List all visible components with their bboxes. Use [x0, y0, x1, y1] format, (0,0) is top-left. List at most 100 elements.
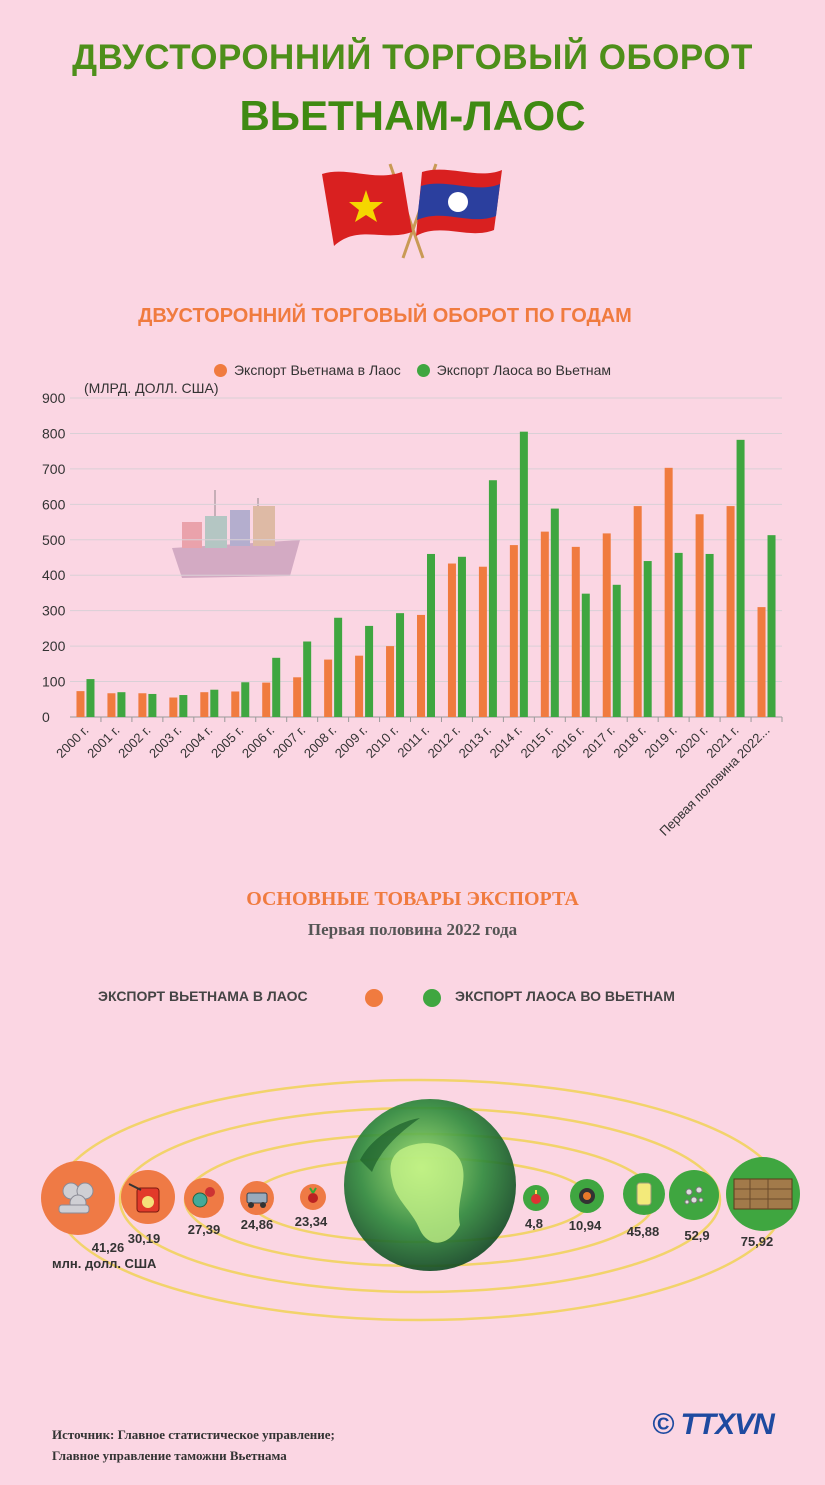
x-tick-label: 2016 г. — [548, 723, 586, 761]
bar-vietnam-export — [726, 506, 735, 717]
source-line-2: Главное управление таможни Вьетнама — [52, 1448, 287, 1463]
x-tick-label: 2015 г. — [518, 723, 556, 761]
value-vietnam-3: 27,39 — [187, 1222, 221, 1237]
bar-vietnam-export — [169, 697, 178, 717]
vehicle-icon — [246, 1192, 268, 1208]
bar-laos-export — [148, 693, 157, 717]
value-laos-5: 75,92 — [740, 1234, 774, 1249]
bar-laos-export — [272, 657, 281, 717]
legend-dot-orange-icon — [213, 364, 227, 377]
x-tick-label: 2006 г. — [239, 723, 277, 761]
bar-laos-export — [210, 689, 219, 717]
legend-item-vietnam: Экспорт Вьетнама в Лаос — [213, 362, 401, 378]
exports-subtitle: Первая половина 2022 года — [307, 920, 518, 939]
bar-vietnam-export — [262, 682, 271, 717]
bubble-machinery — [184, 1178, 224, 1218]
x-tick-label: 2012 г. — [425, 723, 463, 761]
y-tick-label: 900 — [42, 390, 66, 406]
bar-laos-export — [457, 556, 466, 717]
bubble-vegetable — [300, 1184, 326, 1210]
bar-laos-export — [643, 561, 652, 717]
value-laos-2: 10,94 — [568, 1218, 602, 1233]
bar-laos-export — [396, 613, 405, 717]
bar-chart: 0 100 200 300 400 500 600 700 800 900 2000 г.2001 … — [42, 390, 783, 839]
value-vietnam-4: 24,86 — [240, 1217, 274, 1232]
x-tick-label: 2003 г. — [146, 723, 184, 761]
ttxvn-logo: © TTXVN — [652, 1408, 775, 1441]
x-tick-label: 2004 г. — [177, 723, 215, 761]
bar-vietnam-export — [324, 659, 333, 717]
y-tick-label: 300 — [42, 603, 66, 619]
bubble-fuel — [121, 1170, 175, 1224]
fertilizer-bag-icon — [636, 1182, 652, 1206]
fuel-can-icon — [128, 1183, 160, 1213]
bubble-rubber — [570, 1179, 604, 1213]
bar-laos-export — [612, 584, 621, 717]
bar-vietnam-export — [757, 607, 766, 717]
source-note: Источник: Главное статистическое управле… — [52, 1424, 335, 1466]
y-tick-label: 500 — [42, 532, 66, 548]
unit-label: млн. долл. США — [52, 1256, 157, 1271]
bar-vietnam-export — [664, 467, 673, 717]
bar-laos-export — [736, 439, 745, 717]
x-tick-label: 2011 г. — [394, 723, 432, 761]
timber-icon — [733, 1178, 793, 1210]
x-tick-label: 2010 г. — [363, 723, 401, 761]
exports-title: ОСНОВНЫЕ ТОВАРЫ ЭКСПОРТА — [246, 888, 579, 910]
bar-vietnam-export — [293, 677, 302, 717]
bar-laos-export — [550, 508, 559, 717]
bar-laos-export — [179, 695, 188, 717]
x-tick-label: 2020 г. — [672, 723, 710, 761]
bar-laos-export — [519, 431, 528, 717]
globe-icon — [344, 1099, 516, 1271]
machinery-icon — [192, 1187, 215, 1208]
value-vietnam-1: 41,26 — [91, 1240, 125, 1255]
x-tick-label: 2002 г. — [115, 723, 153, 761]
bar-laos-export — [241, 682, 250, 717]
main-title: ДВУСТОРОННИЙ ТОРГОВЫЙ ОБОРОТ — [72, 38, 753, 77]
bubble-fruit — [523, 1185, 549, 1211]
y-axis-unit: (МЛРД. ДОЛЛ. США) — [84, 380, 219, 396]
x-tick-label: 2008 г. — [301, 723, 339, 761]
cargo-ship-icon — [172, 490, 300, 578]
bar-vietnam-export — [355, 655, 364, 717]
bar-vietnam-export — [417, 614, 425, 717]
bar-vietnam-export — [76, 691, 85, 717]
steel-pipes-icon — [58, 1182, 94, 1214]
bar-vietnam-export — [695, 514, 704, 717]
bubble-timber — [726, 1157, 800, 1231]
legend-laos-label: ЭКСПОРТ ЛАОСА ВО ВЬЕТНАМ — [455, 988, 675, 1004]
bubble-steel — [41, 1161, 115, 1235]
legend-item-laos: Экспорт Лаоса во Вьетнам — [416, 362, 611, 378]
x-tick-label: 2013 г. — [456, 723, 494, 761]
laos-flag-icon — [416, 169, 502, 236]
y-tick-label: 400 — [42, 567, 66, 583]
value-vietnam-2: 30,19 — [127, 1231, 161, 1246]
bar-laos-export — [334, 617, 343, 717]
y-tick-label: 100 — [42, 674, 66, 690]
bar-laos-export — [365, 625, 374, 717]
y-tick-label: 200 — [42, 638, 66, 654]
bar-laos-export — [303, 641, 312, 717]
source-line-1: Источник: Главное статистическое управле… — [52, 1427, 335, 1442]
bar-laos-export — [86, 679, 95, 717]
x-tick-label: 2019 г. — [641, 723, 679, 761]
legend-dot-orange-icon — [365, 989, 383, 1007]
y-tick-label: 0 — [42, 709, 50, 725]
chart-legend: Экспорт Вьетнама в Лаос Экспорт Лаоса во… — [0, 362, 825, 378]
value-laos-1: 4,8 — [524, 1216, 544, 1231]
value-vietnam-5: 23,34 — [294, 1214, 328, 1229]
bar-vietnam-export — [107, 693, 116, 717]
vietnam-flag-icon — [322, 171, 412, 246]
main-subtitle: ВЬЕТНАМ-ЛАОС — [239, 92, 586, 139]
flags-illustration — [322, 163, 502, 259]
legend-vietnam-label: ЭКСПОРТ ВЬЕТНАМА В ЛАОС — [98, 988, 308, 1004]
x-tick-label: 2009 г. — [332, 723, 370, 761]
orbits-globe-illustration — [53, 1078, 787, 1322]
y-tick-label: 800 — [42, 425, 66, 441]
x-tick-label: 2014 г. — [487, 723, 525, 761]
y-tick-label: 600 — [42, 496, 66, 512]
bar-vietnam-export — [633, 506, 642, 717]
bar-vietnam-export — [478, 566, 487, 717]
fruit-icon — [531, 1190, 541, 1204]
